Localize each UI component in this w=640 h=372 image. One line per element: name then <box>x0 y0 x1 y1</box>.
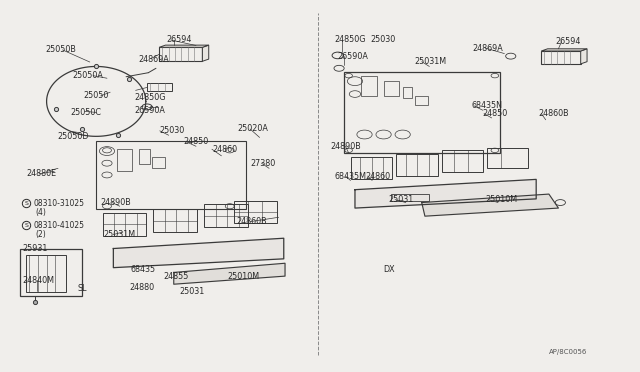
Text: 26590A: 26590A <box>134 106 165 115</box>
Bar <box>351 157 392 179</box>
Polygon shape <box>541 49 587 51</box>
Bar <box>486 148 528 169</box>
Text: 24860B: 24860B <box>538 109 569 118</box>
Text: 24880: 24880 <box>129 283 154 292</box>
Text: 24869A: 24869A <box>472 44 503 52</box>
Bar <box>442 150 483 172</box>
Text: (2): (2) <box>36 230 47 239</box>
Text: 26590A: 26590A <box>338 52 369 61</box>
Text: 25030: 25030 <box>160 126 185 135</box>
Polygon shape <box>580 49 587 64</box>
Text: 24850G: 24850G <box>334 35 365 45</box>
Text: 68435: 68435 <box>131 265 156 275</box>
Polygon shape <box>202 45 209 61</box>
Text: 27380: 27380 <box>250 159 275 168</box>
Bar <box>344 72 500 153</box>
Text: 24855: 24855 <box>164 272 189 281</box>
Bar <box>139 149 150 164</box>
Polygon shape <box>159 45 209 47</box>
Bar <box>234 202 277 223</box>
Text: 24850: 24850 <box>483 109 508 118</box>
Text: 25050B: 25050B <box>45 45 76 54</box>
Text: 25050: 25050 <box>83 92 109 100</box>
Text: 24860: 24860 <box>212 145 237 154</box>
Bar <box>362 76 377 96</box>
Bar <box>204 204 248 227</box>
Bar <box>26 255 66 292</box>
Bar <box>152 157 166 168</box>
Text: 25031: 25031 <box>388 195 414 204</box>
Text: 08310-41025: 08310-41025 <box>34 221 85 230</box>
Polygon shape <box>422 194 559 216</box>
Bar <box>391 194 429 201</box>
Polygon shape <box>355 179 536 208</box>
Text: 68435M: 68435M <box>335 171 367 180</box>
Bar <box>154 209 196 232</box>
Bar <box>159 47 202 61</box>
Text: 24890B: 24890B <box>100 198 131 207</box>
Text: 25010M: 25010M <box>228 272 260 281</box>
Text: 68435N: 68435N <box>471 101 502 110</box>
Text: 25050C: 25050C <box>71 108 102 117</box>
Bar <box>147 83 173 92</box>
Text: 25031: 25031 <box>179 288 205 296</box>
Polygon shape <box>173 263 285 284</box>
Text: 25010M: 25010M <box>485 195 518 204</box>
Polygon shape <box>113 238 284 268</box>
Text: 26594: 26594 <box>166 35 191 45</box>
Bar <box>541 51 580 64</box>
Bar <box>102 213 146 235</box>
Text: 24860B: 24860B <box>236 217 267 226</box>
Text: 24860: 24860 <box>366 171 391 180</box>
Text: 24880E: 24880E <box>26 169 56 178</box>
Text: 24890B: 24890B <box>331 142 362 151</box>
Bar <box>383 81 399 96</box>
Bar <box>403 87 412 98</box>
Text: 08310-31025: 08310-31025 <box>34 199 85 208</box>
Bar <box>415 96 428 105</box>
Text: SL: SL <box>77 284 86 293</box>
Text: 24869A: 24869A <box>139 55 170 64</box>
Bar <box>396 154 438 176</box>
Text: 25031M: 25031M <box>104 230 136 239</box>
Bar <box>20 249 82 296</box>
Text: 26594: 26594 <box>556 37 580 46</box>
Bar <box>96 141 246 209</box>
Text: 25031M: 25031M <box>414 57 446 66</box>
Text: 24840M: 24840M <box>22 276 54 285</box>
Text: (4): (4) <box>36 208 47 217</box>
Text: DX: DX <box>383 265 396 274</box>
Text: 24850: 24850 <box>183 137 209 146</box>
Text: 25030: 25030 <box>371 35 396 45</box>
Bar <box>116 149 132 171</box>
Text: 25050A: 25050A <box>72 71 103 80</box>
Text: 25050D: 25050D <box>58 132 89 141</box>
Text: 25020A: 25020A <box>237 125 268 134</box>
Text: 25931: 25931 <box>22 244 48 253</box>
Text: S: S <box>24 201 28 206</box>
Text: AP/8C0056: AP/8C0056 <box>548 349 587 355</box>
Text: S: S <box>24 223 28 228</box>
Text: 24850G: 24850G <box>134 93 166 102</box>
